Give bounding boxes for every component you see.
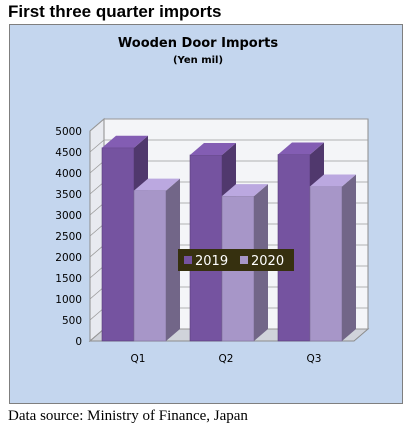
legend: 2019 2020	[178, 249, 294, 271]
bar-2020-Q1	[133, 178, 180, 342]
y-tick-label: 5000	[55, 126, 82, 138]
chart: Wooden Door Imports (Yen mil) 0 500 1000 15…	[55, 36, 370, 365]
page-header: First three quarter imports	[8, 2, 222, 21]
chart-title: Wooden Door Imports	[118, 36, 278, 51]
legend-box	[178, 249, 294, 271]
bars	[101, 135, 356, 342]
gridline	[89, 118, 368, 132]
gridline	[89, 139, 368, 153]
y-tick-label: 3500	[55, 189, 82, 201]
legend-label-2020: 2020	[251, 254, 284, 269]
bar-2020-Q3	[309, 174, 356, 342]
x-tick-labels: Q1 Q2 Q3	[131, 353, 322, 365]
y-tick-label: 4500	[55, 147, 82, 159]
y-tick-label: 1500	[55, 273, 82, 285]
chart-frame: Wooden Door Imports (Yen mil) 0 500 1000 15…	[9, 24, 403, 404]
x-tick-label: Q3	[307, 353, 322, 365]
legend-swatch-2020	[240, 256, 248, 264]
y-tick-label: 4000	[55, 168, 82, 180]
legend-swatch-2019	[184, 256, 192, 264]
data-source-note: Data source: Ministry of Finance, Japan	[8, 408, 248, 424]
y-tick-labels: 0 500 1000 1500 2000 2500 3000 3500 4000 4500 5000	[55, 126, 82, 348]
y-tick-label: 500	[62, 315, 82, 327]
x-tick-label: Q1	[131, 353, 146, 365]
y-tick-label: 1000	[55, 294, 82, 306]
x-tick-label: Q2	[219, 353, 234, 365]
y-tick-label: 0	[75, 336, 82, 348]
y-tick-label: 2500	[55, 231, 82, 243]
y-tick-label: 2000	[55, 252, 82, 264]
chart-subtitle: (Yen mil)	[173, 55, 223, 66]
y-tick-label: 3000	[55, 210, 82, 222]
legend-label-2019: 2019	[195, 254, 228, 269]
